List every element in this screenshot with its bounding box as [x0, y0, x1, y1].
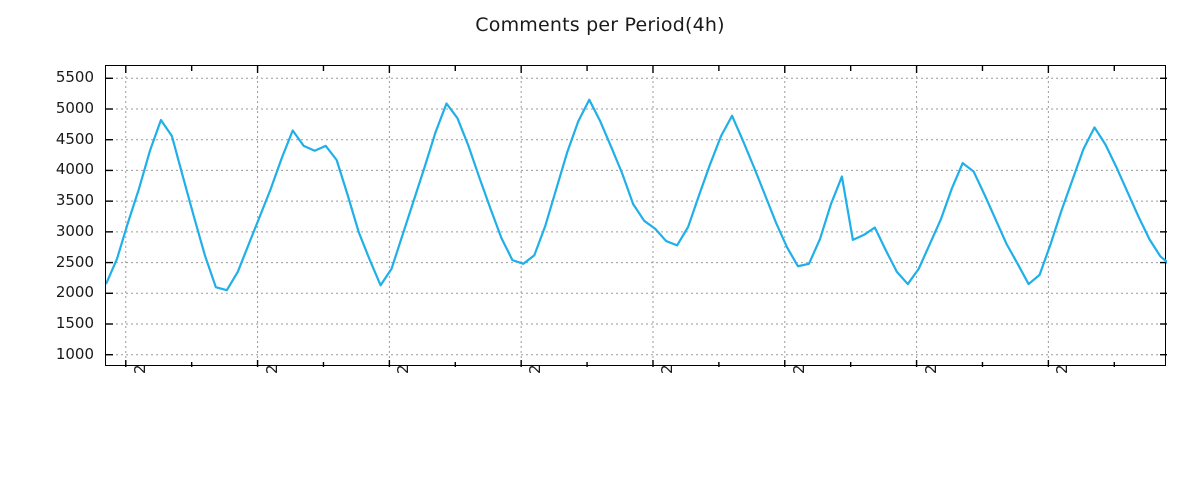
plot-canvas [106, 66, 1167, 367]
y-tick-label: 4000 [55, 160, 94, 179]
y-tick-label: 3000 [55, 221, 94, 240]
y-tick-label: 4500 [55, 129, 94, 148]
y-tick-label: 5000 [55, 99, 94, 117]
horizontal-gridlines [106, 77, 1167, 356]
y-tick-label: 2000 [55, 283, 94, 302]
y-tick-label: 3500 [55, 191, 94, 210]
vertical-gridlines [125, 66, 1049, 367]
plot-area [105, 65, 1167, 367]
y-tick-label: 1500 [55, 314, 94, 332]
axis-tick-marks [106, 66, 1167, 367]
comments-series-line [106, 98, 1167, 292]
y-tick-label: 1000 [55, 344, 94, 363]
y-tick-label: 5500 [55, 68, 94, 87]
chart-title: Comments per Period(4h) [475, 14, 725, 36]
y-tick-label: 2500 [55, 252, 94, 271]
